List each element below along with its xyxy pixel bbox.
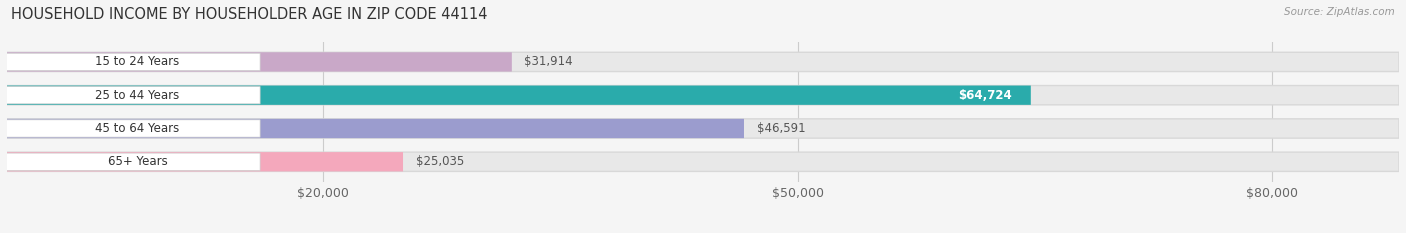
Text: Source: ZipAtlas.com: Source: ZipAtlas.com bbox=[1284, 7, 1395, 17]
FancyBboxPatch shape bbox=[7, 152, 404, 171]
Text: $64,724: $64,724 bbox=[957, 89, 1012, 102]
FancyBboxPatch shape bbox=[7, 52, 1399, 72]
Text: 45 to 64 Years: 45 to 64 Years bbox=[96, 122, 180, 135]
FancyBboxPatch shape bbox=[7, 52, 512, 72]
FancyBboxPatch shape bbox=[7, 119, 744, 138]
FancyBboxPatch shape bbox=[0, 53, 260, 71]
Text: $46,591: $46,591 bbox=[756, 122, 806, 135]
Text: 25 to 44 Years: 25 to 44 Years bbox=[96, 89, 180, 102]
FancyBboxPatch shape bbox=[7, 86, 1399, 105]
FancyBboxPatch shape bbox=[7, 152, 1399, 171]
FancyBboxPatch shape bbox=[7, 119, 1399, 138]
Text: $25,035: $25,035 bbox=[416, 155, 464, 168]
FancyBboxPatch shape bbox=[7, 86, 1031, 105]
FancyBboxPatch shape bbox=[0, 86, 260, 104]
Text: HOUSEHOLD INCOME BY HOUSEHOLDER AGE IN ZIP CODE 44114: HOUSEHOLD INCOME BY HOUSEHOLDER AGE IN Z… bbox=[11, 7, 488, 22]
Text: 15 to 24 Years: 15 to 24 Years bbox=[96, 55, 180, 69]
Text: 65+ Years: 65+ Years bbox=[108, 155, 167, 168]
Text: $31,914: $31,914 bbox=[524, 55, 574, 69]
FancyBboxPatch shape bbox=[0, 153, 260, 170]
FancyBboxPatch shape bbox=[0, 120, 260, 137]
